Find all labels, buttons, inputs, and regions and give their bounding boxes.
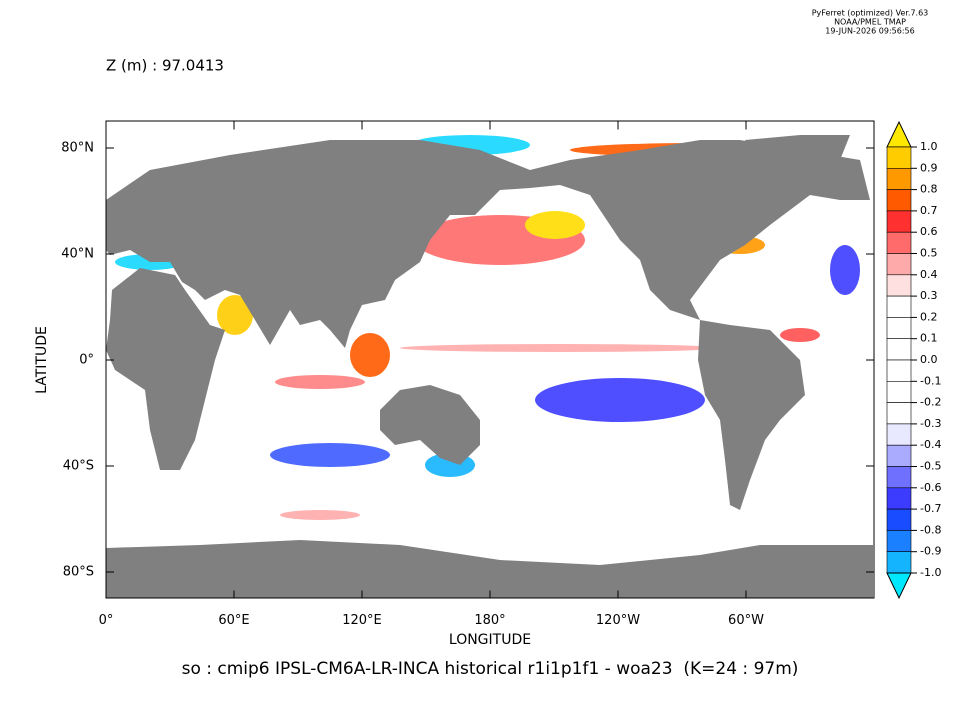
colorbar-band xyxy=(886,295,912,318)
colorbar-arrow xyxy=(886,572,912,600)
colorbar-label: -0.3 xyxy=(920,417,941,430)
colorbar-band xyxy=(886,210,912,233)
header-line: 19-JUN-2026 09:56:56 xyxy=(825,27,914,36)
colorbar-band xyxy=(886,402,912,425)
colorbar-label: -0.1 xyxy=(920,374,941,387)
colorbar-arrow xyxy=(886,120,912,148)
colorbar-band xyxy=(886,317,912,339)
colorbar-band xyxy=(886,146,912,169)
colorbar-label: 0.2 xyxy=(920,310,938,323)
land xyxy=(106,268,225,470)
x-tick-label: 180° xyxy=(474,613,505,628)
header-line: PyFerret (optimized) Ver.7.63 xyxy=(812,9,929,18)
colorbar-label: -0.5 xyxy=(920,460,941,473)
anomaly xyxy=(535,378,705,422)
anomaly xyxy=(217,295,253,335)
colorbar-label: -0.6 xyxy=(920,481,941,494)
colorbar-label: 0.8 xyxy=(920,183,938,196)
land xyxy=(698,320,805,510)
x-tick-label: 60°W xyxy=(728,613,764,628)
anomaly xyxy=(275,375,365,389)
anomaly xyxy=(350,333,390,377)
caption: so : cmip6 IPSL-CM6A-LR-INCA historical … xyxy=(182,659,799,679)
colorbar-band xyxy=(886,530,912,553)
colorbar-label: -0.8 xyxy=(920,523,941,536)
colorbar-band xyxy=(886,466,912,489)
colorbar-band xyxy=(886,274,912,297)
colorbar-label: 0.5 xyxy=(920,247,938,260)
map xyxy=(105,120,875,599)
subtitle: Z (m) : 97.0413 xyxy=(106,57,224,75)
x-tick-label: 120°E xyxy=(342,613,382,628)
colorbar-band xyxy=(886,231,912,254)
x-axis-label: LONGITUDE xyxy=(449,632,531,648)
land xyxy=(106,540,873,598)
colorbar-label: 1.0 xyxy=(920,140,938,153)
colorbar-band xyxy=(886,380,912,403)
colorbar-label: -0.7 xyxy=(920,502,941,515)
land xyxy=(380,385,480,465)
anomaly xyxy=(280,510,360,520)
colorbar-band xyxy=(886,551,912,574)
x-tick-label: 120°W xyxy=(596,613,640,628)
colorbar-band xyxy=(886,168,912,190)
colorbar-label: -0.9 xyxy=(920,545,941,558)
y-axis-label: LATITUDE xyxy=(34,326,50,394)
colorbar-label: 0.7 xyxy=(920,204,938,217)
colorbar-label: 0.1 xyxy=(920,332,938,345)
colorbar-label: -1.0 xyxy=(920,566,941,579)
colorbar-band xyxy=(886,423,912,446)
anomaly xyxy=(270,443,390,467)
anomaly xyxy=(400,344,720,352)
colorbar-label: 0.4 xyxy=(920,268,938,281)
colorbar-label: 0.0 xyxy=(920,353,938,366)
colorbar-band xyxy=(886,444,912,467)
y-tick-label: 80°N xyxy=(61,141,94,156)
anomaly xyxy=(830,245,860,295)
colorbar-label: -0.4 xyxy=(920,438,941,451)
colorbar-label: 0.6 xyxy=(920,225,938,238)
x-tick-label: 60°E xyxy=(218,613,249,628)
anomaly xyxy=(780,328,820,342)
land xyxy=(106,140,530,348)
y-tick-label: 40°N xyxy=(61,247,94,262)
colorbar-label: 0.3 xyxy=(920,289,938,302)
anomaly xyxy=(525,211,585,239)
header-line: NOAA/PMEL TMAP xyxy=(834,18,906,27)
x-tick-label: 0° xyxy=(99,613,114,628)
y-tick-label: 0° xyxy=(79,353,94,368)
colorbar-band xyxy=(886,508,912,531)
colorbar-band xyxy=(886,189,912,212)
colorbar-band xyxy=(886,487,912,510)
land xyxy=(745,135,850,195)
y-tick-label: 40°S xyxy=(63,459,94,474)
y-tick-label: 80°S xyxy=(63,565,94,580)
colorbar-band xyxy=(886,359,912,382)
colorbar-label: -0.2 xyxy=(920,396,941,409)
colorbar-band xyxy=(886,253,912,276)
colorbar-label: 0.9 xyxy=(920,161,938,174)
land xyxy=(106,135,873,598)
colorbar-band xyxy=(886,338,912,361)
